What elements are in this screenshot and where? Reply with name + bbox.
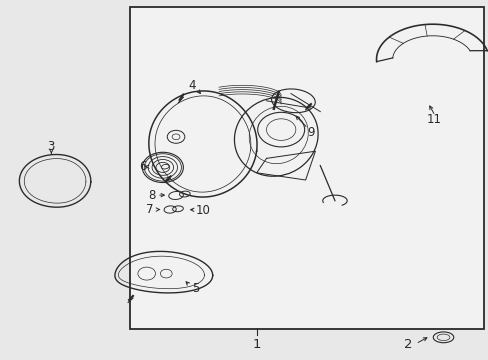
Text: 5: 5 (191, 282, 199, 295)
Bar (129, 7, 483, 329)
Text: 9: 9 (306, 126, 314, 139)
Text: 3: 3 (47, 140, 55, 153)
Text: 4: 4 (188, 79, 196, 92)
Text: 10: 10 (195, 204, 210, 217)
Text: 2: 2 (403, 338, 412, 351)
Text: 11: 11 (426, 113, 441, 126)
Text: 1: 1 (252, 338, 261, 351)
Text: 7: 7 (146, 203, 154, 216)
Text: 6: 6 (139, 160, 146, 173)
Text: 8: 8 (147, 189, 155, 202)
